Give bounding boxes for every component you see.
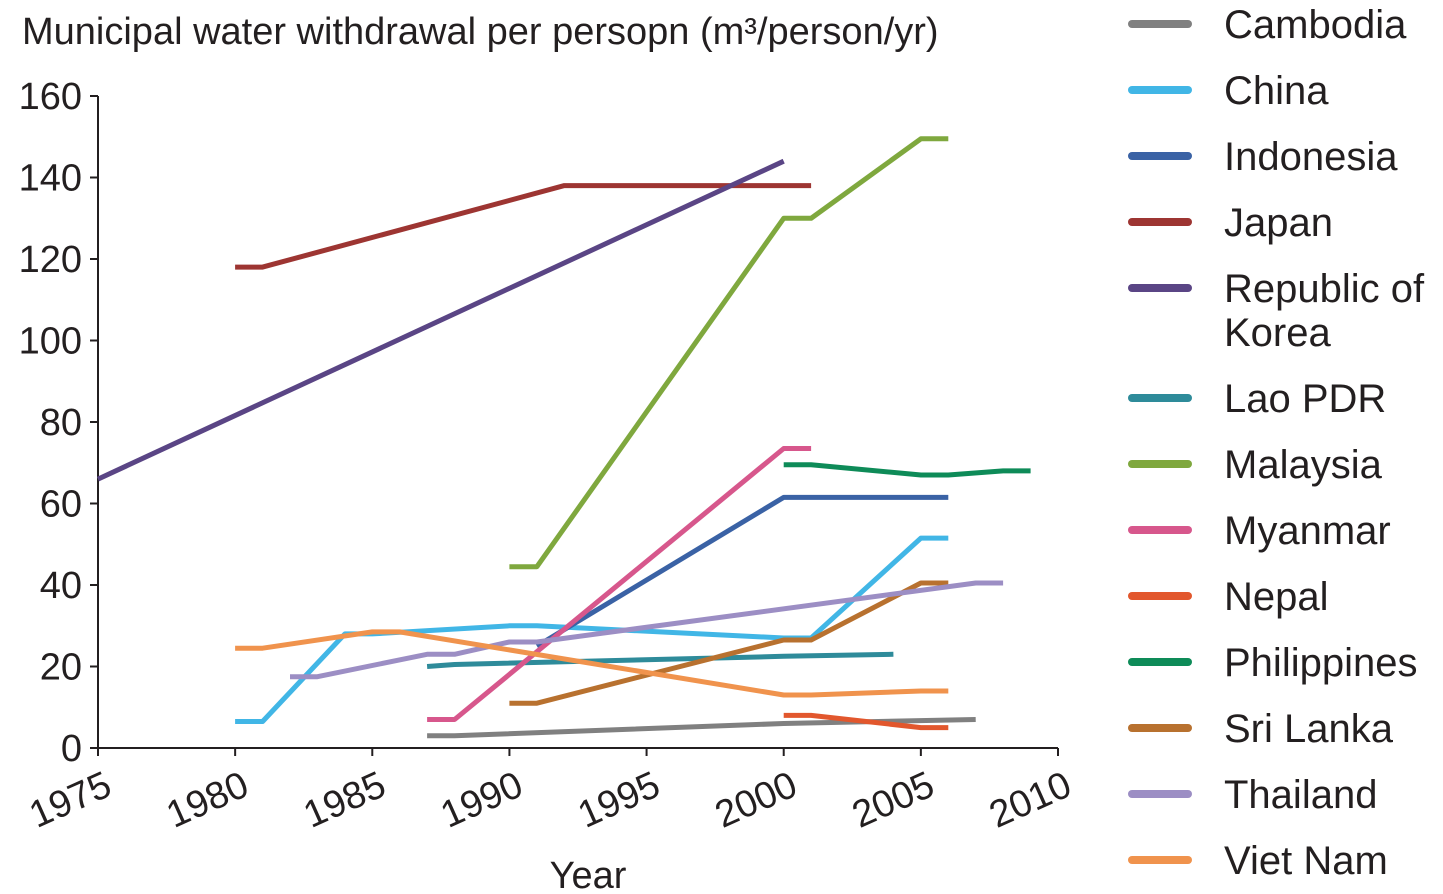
legend-label: Malaysia [1224, 443, 1383, 487]
legend-label: Nepal [1224, 575, 1329, 619]
legend-label: China [1224, 69, 1329, 113]
x-tick-label: 2000 [709, 764, 803, 837]
series-line-sri-lanka [509, 580, 949, 706]
legend-label: Philippines [1224, 641, 1417, 685]
legend-label: Thailand [1224, 773, 1377, 817]
x-tick-label: 1985 [298, 764, 392, 837]
series-line-republic-of-korea [96, 158, 785, 482]
legend-label: Indonesia [1224, 135, 1398, 179]
legend-label: Cambodia [1224, 3, 1407, 47]
series-line-nepal [783, 712, 949, 731]
y-tick-label: 60 [40, 484, 82, 526]
x-tick-label: 2010 [983, 764, 1077, 837]
series-line-philippines [783, 462, 1031, 478]
y-tick-label: 160 [19, 76, 82, 118]
legend-item-thailand: Thailand [1128, 773, 1377, 817]
y-tick-label: 120 [19, 239, 82, 281]
legend-label: Japan [1224, 201, 1333, 245]
legend-label: Sri Lanka [1224, 707, 1394, 751]
series-line-viet-nam [235, 629, 949, 698]
legend-item-sri-lanka: Sri Lanka [1128, 707, 1394, 751]
y-tick-label: 140 [19, 158, 82, 200]
legend-item-indonesia: Indonesia [1128, 135, 1398, 179]
legend-item-viet-nam: Viet Nam [1128, 839, 1388, 883]
series-line-indonesia [535, 494, 949, 649]
y-tick-label: 100 [19, 321, 82, 363]
legend-item-republic-of-korea: Republic of Korea [1128, 267, 1425, 355]
x-tick-label: 2005 [846, 764, 940, 837]
legend-item-nepal: Nepal [1128, 575, 1329, 619]
x-tick-label: 1975 [23, 764, 117, 837]
legend-label: Viet Nam [1224, 839, 1388, 883]
y-tick-label: 20 [40, 647, 82, 689]
x-tick-label: 1990 [435, 764, 529, 837]
x-tick-label: 1980 [160, 764, 254, 837]
x-tick-label: 1995 [572, 764, 666, 837]
series-line-thailand [290, 580, 1004, 680]
legend-label: Republic of Korea [1224, 267, 1425, 355]
y-tick-label: 40 [40, 565, 82, 607]
legend-item-myanmar: Myanmar [1128, 509, 1391, 553]
chart-title: Municipal water withdrawal per persopn (… [22, 11, 939, 53]
legend-item-lao-pdr: Lao PDR [1128, 377, 1386, 421]
series-line-myanmar [427, 446, 812, 722]
plot-area [96, 136, 1031, 739]
legend-item-philippines: Philippines [1128, 641, 1417, 685]
legend: Cambodia China Indonesia Japan Republic of Ko… [1128, 3, 1425, 883]
legend-item-malaysia: Malaysia [1128, 443, 1383, 487]
series-line-japan [235, 183, 812, 270]
series-line-malaysia [509, 136, 949, 570]
series-line-cambodia [427, 717, 976, 739]
y-tick-label: 80 [40, 402, 82, 444]
legend-item-japan: Japan [1128, 201, 1333, 245]
legend-item-china: China [1128, 69, 1329, 113]
legend-label: Myanmar [1224, 509, 1391, 553]
x-axis-title: Year [550, 855, 627, 894]
y-tick-label: 0 [61, 728, 82, 770]
series-line-lao-pdr [426, 651, 894, 669]
legend-label: Lao PDR [1224, 377, 1386, 421]
legend-item-cambodia: Cambodia [1128, 3, 1407, 47]
